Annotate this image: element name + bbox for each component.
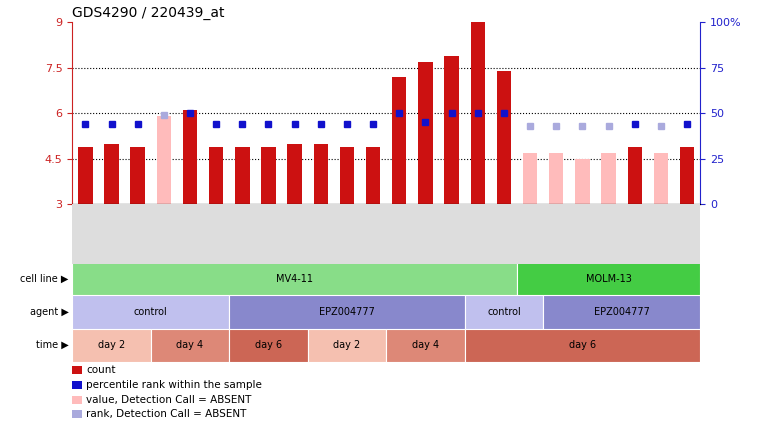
Bar (517, 262, 700, 295)
Bar (307, 329, 386, 362)
Text: MOLM-13: MOLM-13 (586, 274, 632, 284)
Bar (392, 77, 406, 204)
Text: cell line ▶: cell line ▶ (20, 274, 68, 284)
Bar (465, 329, 700, 362)
Bar (151, 329, 229, 362)
Bar (543, 295, 700, 329)
Text: EPZ004777: EPZ004777 (594, 307, 650, 317)
Text: day 6: day 6 (568, 340, 596, 350)
Bar (130, 147, 145, 204)
Bar (261, 147, 275, 204)
Text: rank, Detection Call = ABSENT: rank, Detection Call = ABSENT (86, 409, 247, 419)
Bar (601, 153, 616, 204)
Bar (549, 153, 563, 204)
Bar (235, 147, 250, 204)
Bar (523, 153, 537, 204)
Bar (229, 295, 465, 329)
Text: MV4-11: MV4-11 (276, 274, 313, 284)
Text: day 6: day 6 (255, 340, 282, 350)
Bar (209, 147, 224, 204)
Bar (183, 110, 197, 204)
Text: control: control (134, 307, 167, 317)
Bar (104, 143, 119, 204)
Bar (78, 147, 93, 204)
Bar (654, 153, 668, 204)
Bar (314, 143, 328, 204)
Bar (628, 147, 642, 204)
Text: day 4: day 4 (412, 340, 439, 350)
Bar (229, 329, 307, 362)
Bar (497, 71, 511, 204)
Text: GDS4290 / 220439_at: GDS4290 / 220439_at (72, 6, 224, 20)
Bar (419, 62, 433, 204)
Text: day 2: day 2 (98, 340, 125, 350)
Bar (157, 116, 171, 204)
Text: time ▶: time ▶ (36, 340, 68, 350)
Text: percentile rank within the sample: percentile rank within the sample (86, 380, 262, 390)
Bar (470, 22, 485, 204)
Text: value, Detection Call = ABSENT: value, Detection Call = ABSENT (86, 395, 251, 404)
Text: count: count (86, 365, 116, 375)
Bar (386, 329, 465, 362)
Bar (680, 147, 694, 204)
Text: agent ▶: agent ▶ (30, 307, 68, 317)
Text: control: control (487, 307, 521, 317)
Bar (575, 159, 590, 204)
Bar (444, 56, 459, 204)
Text: day 2: day 2 (333, 340, 361, 350)
Bar (72, 262, 517, 295)
Bar (339, 147, 354, 204)
Bar (72, 329, 151, 362)
Bar (288, 143, 302, 204)
Text: day 4: day 4 (177, 340, 204, 350)
Bar (366, 147, 380, 204)
Bar (72, 295, 229, 329)
Bar (465, 295, 543, 329)
Text: EPZ004777: EPZ004777 (319, 307, 375, 317)
